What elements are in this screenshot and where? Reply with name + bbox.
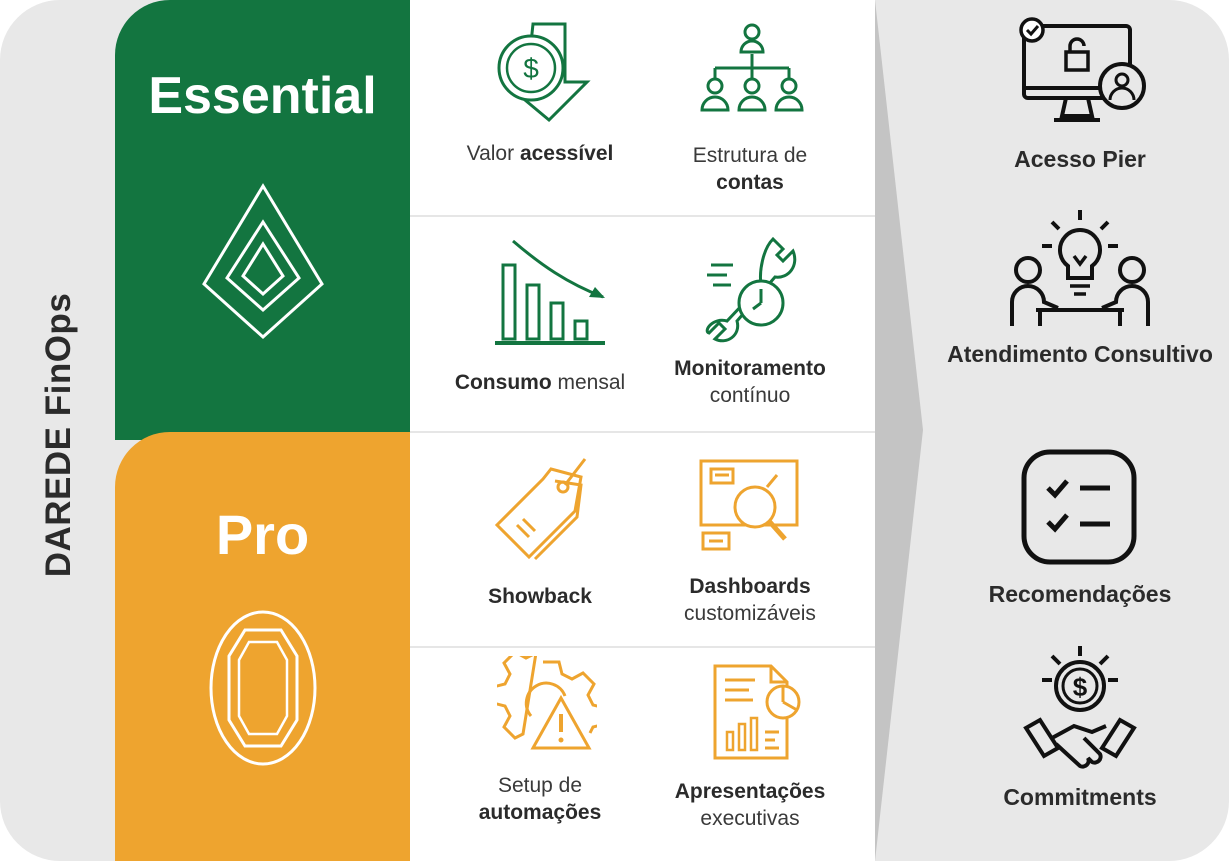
benefit-acesso-pier: Acesso Pier xyxy=(930,0,1229,200)
feature-showback: Showback xyxy=(425,433,655,646)
features-panel: $ Valor acessível Estrutura de contas xyxy=(410,0,875,861)
benefit-label: Commitments xyxy=(1003,784,1157,810)
benefit-label: Recomendações xyxy=(988,581,1172,607)
benefit-label: Acesso Pier xyxy=(1014,146,1146,172)
report-document-icon xyxy=(713,664,801,760)
feature-bold-text: Monitoramento xyxy=(674,357,826,380)
svg-text:$: $ xyxy=(1073,672,1088,702)
feature-bold-text: Apresentações xyxy=(674,780,826,803)
org-chart-icon xyxy=(700,23,804,112)
feature-bold-text: Showback xyxy=(488,585,592,608)
feature-text: customizáveis xyxy=(684,602,816,625)
tier-pro: Pro xyxy=(115,432,410,861)
feature-bold-text: contas xyxy=(716,171,784,194)
monitor-lock-user-icon xyxy=(1019,17,1146,122)
benefit-label: Atendimento Consultivo xyxy=(947,341,1213,367)
benefit-recomendacoes: Recomendações xyxy=(930,420,1229,620)
benefit-commitments: $ Commitments xyxy=(930,630,1229,861)
wrench-gauge-icon xyxy=(705,236,797,343)
feature-monitoramento-continuo: Monitoramento contínuo xyxy=(635,217,865,431)
tier-name-essential: Essential xyxy=(148,67,377,125)
feature-consumo-mensal: Consumo mensal xyxy=(425,217,655,431)
svg-text:$: $ xyxy=(523,53,539,84)
octagon-emblem-icon xyxy=(209,610,317,766)
dollar-arrow-down-icon: $ xyxy=(497,22,591,123)
dashboard-magnifier-icon xyxy=(699,459,799,551)
feature-text: Valor xyxy=(466,142,515,165)
checklist-icon xyxy=(1021,449,1137,565)
feature-text: contínuo xyxy=(709,384,791,407)
feature-setup-automacoes: Setup de automações xyxy=(425,648,655,861)
feature-row xyxy=(410,0,875,217)
tier-essential: Essential xyxy=(115,0,410,440)
diamond-emblem-icon xyxy=(202,183,324,340)
benefit-atendimento-consultivo: Atendimento Consultivo xyxy=(930,200,1229,420)
tier-name-pro: Pro xyxy=(215,503,310,566)
feature-text: executivas xyxy=(700,807,800,830)
consulting-lightbulb-icon xyxy=(1010,210,1150,326)
feature-row xyxy=(410,433,875,648)
feature-valor-acessivel: $ Valor acessível xyxy=(425,0,655,215)
gear-warning-icon xyxy=(497,656,597,750)
feature-text: Estrutura de xyxy=(692,144,808,167)
brand-title: DAREDE FinOps xyxy=(39,292,78,578)
feature-apresentacoes: Apresentações executivas xyxy=(635,648,865,861)
feature-row xyxy=(410,217,875,433)
feature-text: Setup de xyxy=(497,774,583,797)
price-tag-icon xyxy=(494,458,587,561)
feature-dashboards: Dashboards customizáveis xyxy=(635,433,865,646)
feature-bold-text: Dashboards xyxy=(689,575,811,598)
feature-bold-text: Consumo xyxy=(454,371,552,394)
feature-text: mensal xyxy=(557,371,626,394)
feature-bold-text: acessível xyxy=(519,142,614,165)
arrow-separator xyxy=(875,0,923,861)
declining-chart-icon xyxy=(495,239,605,345)
feature-estrutura-contas: Estrutura de contas xyxy=(635,0,865,215)
handshake-dollar-icon: $ xyxy=(1023,646,1137,769)
feature-bold-text: automações xyxy=(478,801,602,824)
side-title: DAREDE FinOps xyxy=(27,270,91,600)
